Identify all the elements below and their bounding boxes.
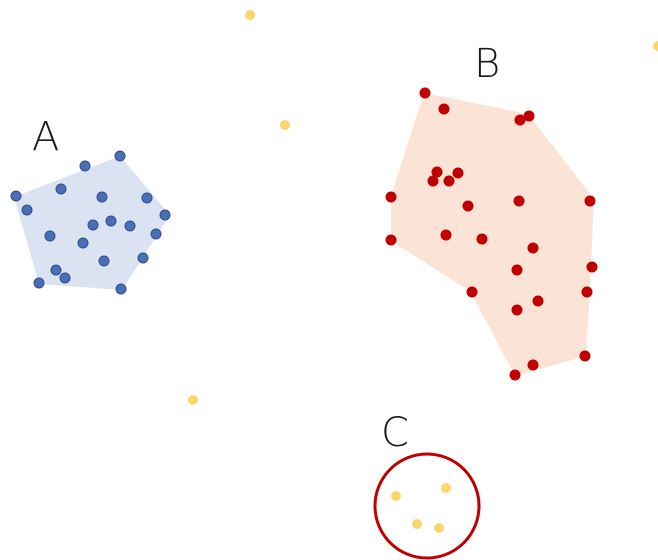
cluster-a-point — [77, 237, 89, 249]
cluster-a-point — [137, 252, 149, 264]
cluster-a-point — [59, 272, 71, 284]
noise-point — [280, 120, 290, 130]
cluster-b-point — [532, 295, 544, 307]
cluster-b-point — [466, 286, 478, 298]
cluster-b-point — [443, 175, 455, 187]
cluster-b-point — [419, 87, 431, 99]
cluster-a-point — [50, 264, 62, 276]
cluster-c-label: C — [381, 410, 409, 456]
noise-point — [412, 519, 422, 529]
noise-point — [441, 483, 451, 493]
cluster-a-point — [159, 209, 171, 221]
cluster-b-point — [385, 191, 397, 203]
cluster-a-point — [87, 219, 99, 231]
cluster-b-point — [452, 167, 464, 179]
cluster-a-point — [124, 220, 136, 232]
cluster-a-points — [10, 150, 171, 295]
cluster-a-point — [105, 215, 117, 227]
cluster-b-point — [509, 369, 521, 381]
noise-point — [245, 10, 255, 20]
cluster-a-point — [55, 183, 67, 195]
cluster-b-points — [385, 87, 598, 381]
cluster-b-point — [427, 175, 439, 187]
cluster-b-point — [385, 234, 397, 246]
cluster-a-point — [98, 255, 110, 267]
cluster-b-point — [438, 103, 450, 115]
cluster-b-point — [584, 195, 596, 207]
cluster-a-point — [33, 277, 45, 289]
noise-point — [434, 523, 444, 533]
cluster-b-point — [511, 304, 523, 316]
cluster-a-point — [141, 192, 153, 204]
noise-point — [391, 491, 401, 501]
cluster-b-point — [511, 264, 523, 276]
cluster-a-point — [79, 160, 91, 172]
cluster-b-point — [440, 229, 452, 241]
cluster-b-label: B — [474, 41, 500, 87]
cluster-b-point — [476, 233, 488, 245]
cluster-a-point — [150, 228, 162, 240]
cluster-b-hull — [391, 93, 594, 376]
cluster-a-point — [114, 150, 126, 162]
cluster-b-point — [431, 166, 443, 178]
cluster-b-point — [586, 261, 598, 273]
cluster-a-point — [21, 204, 33, 216]
cluster-a-point — [115, 283, 127, 295]
cluster-b-point — [527, 242, 539, 254]
cluster-c-outline — [373, 452, 481, 560]
cluster-b-point — [514, 114, 526, 126]
cluster-a-point — [10, 190, 22, 202]
noise-point — [653, 41, 658, 51]
cluster-b-point — [581, 286, 593, 298]
noise-points — [188, 10, 658, 533]
cluster-b-point — [513, 195, 525, 207]
cluster-b-point — [462, 200, 474, 212]
cluster-b-point — [527, 359, 539, 371]
cluster-a-point — [96, 191, 108, 203]
cluster-a-point — [44, 230, 56, 242]
noise-point — [188, 395, 198, 405]
cluster-b-point — [579, 350, 591, 362]
cluster-b-point — [523, 110, 535, 122]
cluster-a-label: A — [32, 114, 59, 160]
